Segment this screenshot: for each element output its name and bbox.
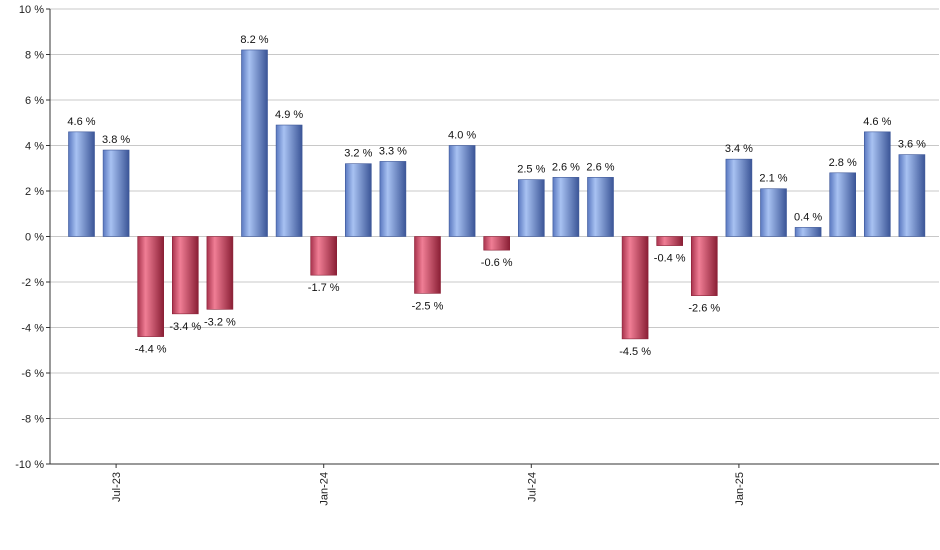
bar [344, 163, 372, 237]
data-label: -3.4 % [169, 321, 201, 333]
x-tick-label: Jul-24 [526, 472, 538, 502]
data-label: 2.5 % [517, 164, 545, 176]
y-tick-label: -10 % [15, 459, 44, 471]
data-label: 2.1 % [759, 173, 787, 185]
data-label: 0.4 % [794, 211, 822, 223]
bar [275, 124, 303, 237]
bar [725, 158, 753, 237]
bar [690, 236, 718, 296]
data-label: -0.6 % [481, 257, 513, 269]
data-label: 4.6 % [863, 116, 891, 128]
bar [172, 236, 199, 315]
y-tick-label: 8 % [25, 50, 44, 62]
data-label: 4.6 % [67, 116, 95, 128]
data-label: 4.9 % [275, 109, 303, 121]
x-tick-label: Jul-23 [111, 472, 123, 502]
bar [587, 177, 614, 237]
bar [206, 236, 234, 310]
data-label: -3.2 % [204, 316, 236, 328]
y-tick-label: -8 % [21, 414, 44, 426]
bar [379, 161, 407, 237]
data-label: -4.5 % [619, 346, 651, 358]
x-axis-ticks: Jul-23 Jan-24 Jul-24 Jan-25 [111, 464, 746, 506]
x-tick-label: Jan-24 [319, 472, 331, 506]
y-tick-label: 10 % [19, 4, 44, 16]
y-tick-label: 0 % [25, 232, 44, 244]
bar [760, 188, 787, 237]
bar [102, 149, 130, 237]
bar [68, 131, 95, 237]
data-label: 2.6 % [552, 161, 580, 173]
data-label: 2.8 % [829, 157, 857, 169]
data-label: 4.0 % [448, 130, 476, 142]
y-tick-label: -4 % [21, 323, 44, 335]
y-tick-label: -6 % [21, 368, 44, 380]
data-label: 3.6 % [898, 139, 926, 151]
data-label: -4.4 % [135, 344, 167, 356]
data-label: 3.4 % [725, 143, 753, 155]
y-tick-label: 6 % [25, 95, 44, 107]
data-label: -2.6 % [688, 303, 720, 315]
y-tick-label: 4 % [25, 141, 44, 153]
bar [656, 236, 684, 246]
x-tick-label: Jan-25 [734, 472, 746, 506]
bar [552, 177, 580, 237]
data-label: 8.2 % [240, 34, 268, 46]
data-label: 3.2 % [344, 148, 372, 160]
bar [621, 236, 649, 340]
y-axis-ticks: 10 % 8 % 6 % 4 % 2 % 0 % -2 % -4 % -6 % -8 % -10 % [15, 4, 50, 471]
bar [829, 172, 857, 237]
bar [448, 145, 476, 237]
bar [137, 236, 164, 337]
bar [517, 179, 545, 237]
data-label: -1.7 % [308, 282, 340, 294]
data-labels: 4.6 % 3.8 % -4.4 %-3.4 % -3.2 % 8.2 % 4.9 % -1… [67, 34, 926, 358]
data-label: 3.8 % [102, 134, 130, 146]
y-tick-label: -2 % [21, 277, 44, 289]
bar [241, 49, 268, 237]
data-label: -2.5 % [412, 300, 444, 312]
bar [898, 154, 926, 237]
y-tick-label: 2 % [25, 186, 44, 198]
bars [68, 49, 926, 340]
bar [483, 236, 511, 251]
data-label: -0.4 % [654, 253, 686, 265]
bar [863, 131, 891, 237]
data-label: 3.3 % [379, 145, 407, 157]
axes [49, 9, 939, 465]
data-label: 2.6 % [586, 161, 614, 173]
bar [414, 236, 441, 294]
bar [794, 227, 822, 237]
bar [310, 236, 338, 276]
